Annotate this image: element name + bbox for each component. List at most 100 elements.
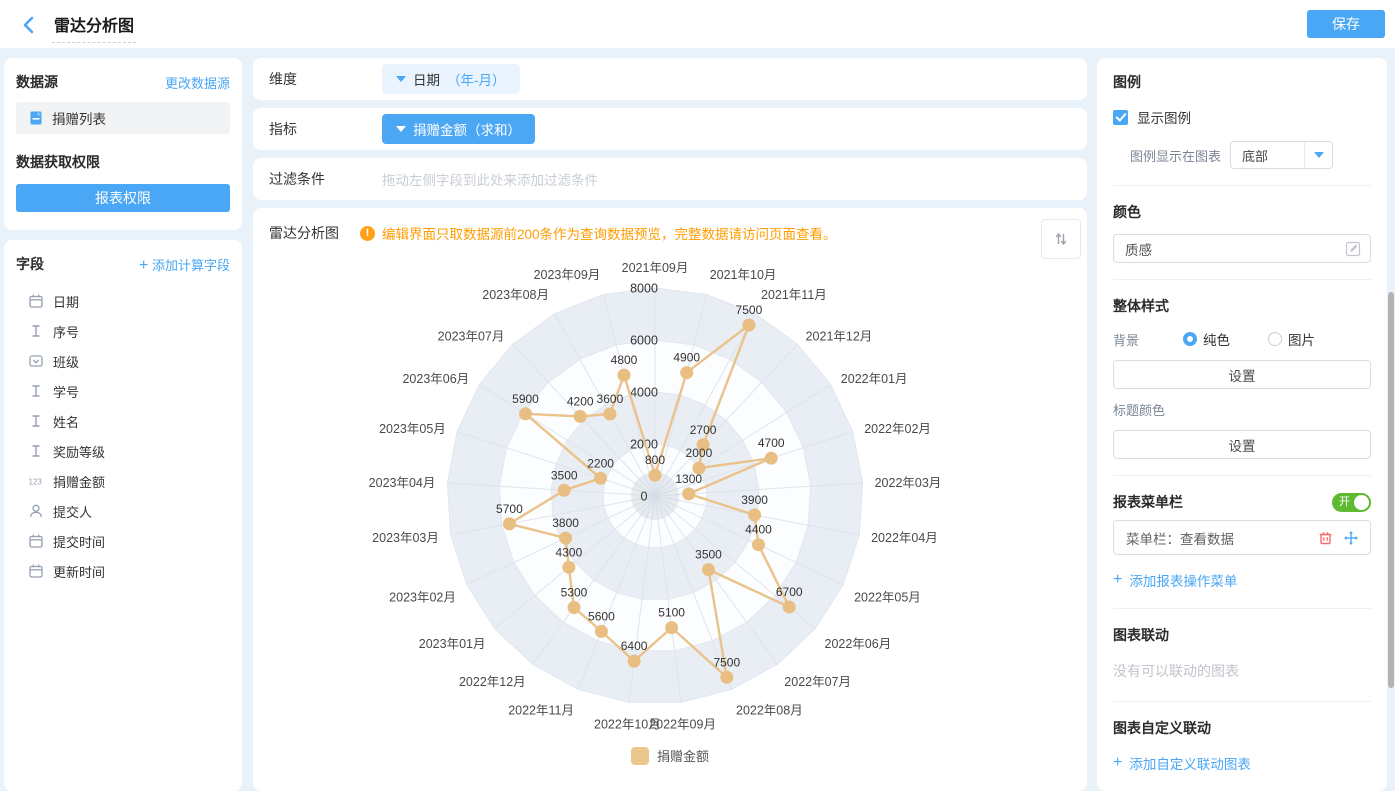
add-custom-linkage-link[interactable]: + 添加自定义联动图表 xyxy=(1113,754,1251,773)
field-item[interactable]: 奖励等级 xyxy=(16,436,230,466)
radar-value-label: 5700 xyxy=(496,502,523,516)
metric-chip[interactable]: 捐赠金额（求和） xyxy=(382,114,535,144)
radar-data-point xyxy=(562,560,576,574)
datasource-table-name: 捐赠列表 xyxy=(52,112,106,127)
radar-axis-line xyxy=(494,495,656,629)
legend-position-select[interactable]: 底部 xyxy=(1230,141,1334,169)
linkage-empty-text: 没有可以联动的图表 xyxy=(1113,663,1239,679)
move-menu-item-handle[interactable] xyxy=(1342,529,1360,547)
radar-tick-label: 4000 xyxy=(630,386,658,400)
radar-axis-line xyxy=(654,384,831,497)
menu-toggle-on[interactable]: 开 xyxy=(1332,492,1371,512)
radar-data-point xyxy=(627,654,641,668)
fields-panel: 字段 + 添加计算字段 日期 序号 班级 学号 姓名 奖励等级 123 捐赠金额 提交人 提交时间… xyxy=(4,240,242,791)
title-color-setting-button[interactable]: 设置 xyxy=(1113,430,1371,459)
radar-data-point xyxy=(720,670,734,684)
radar-value-label: 6400 xyxy=(621,639,648,653)
datasource-table-item[interactable]: 捐赠列表 xyxy=(16,102,230,134)
radar-center xyxy=(631,472,679,520)
radar-chart[interactable]: 2021年09月 2021年10月 2021年11月 2021年12月 2022年01月… xyxy=(253,208,1087,791)
radar-value-label: 4200 xyxy=(567,394,594,408)
radar-data-point xyxy=(665,621,679,635)
radar-category-label: 2023年04月 xyxy=(369,476,436,490)
radar-data-point xyxy=(502,517,516,531)
radar-category-label: 2023年06月 xyxy=(402,372,469,386)
radar-series-line xyxy=(508,323,791,679)
save-button[interactable]: 保存 xyxy=(1307,10,1385,38)
radio-solid-color[interactable]: 纯色 xyxy=(1183,329,1230,349)
calendar-icon xyxy=(29,294,43,308)
filter-row[interactable]: 过滤条件 拖动左侧字段到此处来添加过滤条件 xyxy=(253,158,1087,200)
fields-list: 日期序号 班级学号姓名奖励等级 123 捐赠金额 提交人 提交时间 更新时间 xyxy=(16,286,230,586)
title-color-label: 标题颜色 xyxy=(1113,403,1166,418)
dimension-chip[interactable]: 日期 （年-月） xyxy=(382,64,520,94)
edit-icon[interactable] xyxy=(1345,241,1361,257)
radar-value-label: 2200 xyxy=(587,456,614,470)
radar-category-label: 2021年11月 xyxy=(761,288,827,302)
show-legend-option[interactable]: 显示图例 xyxy=(1113,107,1371,127)
calendar-icon xyxy=(29,534,43,548)
warning-icon: ! xyxy=(360,225,375,241)
radar-value-label: 6700 xyxy=(776,585,803,599)
radar-category-label: 2021年12月 xyxy=(806,330,873,344)
select-arrow-zone[interactable] xyxy=(1304,142,1332,168)
text-icon xyxy=(32,385,40,397)
field-item[interactable]: 更新时间 xyxy=(16,556,230,586)
field-item[interactable]: 班级 xyxy=(16,346,230,376)
legend-position-label: 图例显示在图表 xyxy=(1130,148,1222,164)
radio-image[interactable]: 图片 xyxy=(1268,329,1315,349)
radar-tick-label: 8000 xyxy=(630,282,658,296)
radar-data-point xyxy=(782,600,796,614)
radar-axis-line xyxy=(654,495,682,703)
radar-data-point xyxy=(692,461,706,475)
radar-axis-line xyxy=(554,313,656,497)
radar-axis-line xyxy=(479,384,656,497)
back-icon[interactable] xyxy=(18,14,40,36)
sort-button[interactable] xyxy=(1041,219,1081,259)
color-theme-input[interactable]: 质感 xyxy=(1113,234,1371,263)
chart-legend[interactable]: 捐赠金额 xyxy=(253,746,1087,765)
radar-value-label: 1300 xyxy=(675,472,702,486)
chart-panel: 雷达分析图 ! 编辑界面只取数据源前200条作为查询数据预览，完整数据请访问页面… xyxy=(253,208,1087,791)
field-label: 奖励等级 xyxy=(53,444,106,460)
add-calc-field-link[interactable]: + 添加计算字段 xyxy=(139,256,230,274)
radar-axis-line xyxy=(577,495,656,690)
menu-item-row[interactable]: 菜单栏：查看数据 xyxy=(1113,520,1371,555)
radar-tick-label: 0 xyxy=(641,490,648,504)
radio-off-icon xyxy=(1268,332,1282,346)
radar-ring xyxy=(446,287,864,703)
field-label: 日期 xyxy=(53,294,80,310)
radar-category-label: 2022年11月 xyxy=(508,704,574,718)
scrollbar-thumb[interactable] xyxy=(1388,292,1394,688)
svg-text:123: 123 xyxy=(29,478,43,487)
move-icon xyxy=(1344,530,1358,545)
radar-tick-label: 2000 xyxy=(630,438,658,452)
field-item[interactable]: 姓名 xyxy=(16,406,230,436)
radar-category-label: 2022年06月 xyxy=(825,637,892,651)
add-report-menu-link[interactable]: + 添加报表操作菜单 xyxy=(1113,571,1238,590)
field-item[interactable]: 学号 xyxy=(16,376,230,406)
radar-data-point xyxy=(617,368,631,382)
radar-value-label: 5600 xyxy=(588,609,615,623)
field-item[interactable]: 日期 xyxy=(16,286,230,316)
text-icon xyxy=(32,415,40,427)
checkbox-checked-icon[interactable] xyxy=(1113,109,1128,125)
field-item[interactable]: 序号 xyxy=(16,316,230,346)
background-setting-button[interactable]: 设置 xyxy=(1113,360,1371,389)
datasource-title: 数据源 xyxy=(16,74,58,90)
field-label: 学号 xyxy=(53,384,80,400)
radar-value-label: 3500 xyxy=(695,548,722,562)
radar-category-label: 2023年09月 xyxy=(534,268,601,282)
change-datasource-link[interactable]: 更改数据源 xyxy=(164,75,230,91)
field-item[interactable]: 提交时间 xyxy=(16,526,230,556)
radar-data-point xyxy=(594,471,608,485)
delete-menu-item-button[interactable] xyxy=(1316,529,1334,547)
field-item[interactable]: 提交人 xyxy=(16,496,230,526)
radar-category-label: 2021年09月 xyxy=(622,261,689,275)
field-item[interactable]: 123 捐赠金额 xyxy=(16,466,230,496)
report-permission-button[interactable]: 报表权限 xyxy=(16,184,230,212)
radar-category-label: 2023年03月 xyxy=(372,531,439,545)
radar-value-label: 4300 xyxy=(556,545,583,559)
radar-ring xyxy=(550,391,760,600)
radar-category-label: 2023年02月 xyxy=(389,591,456,605)
